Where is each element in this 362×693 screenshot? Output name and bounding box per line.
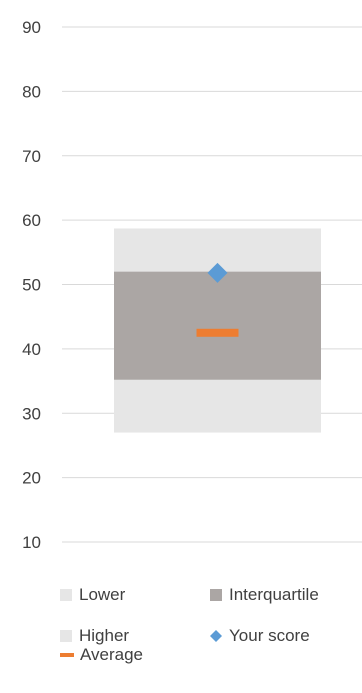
y-axis-tick-labels: 10 20 30 40 50 60 70 80 90 — [22, 18, 41, 552]
y-tick-label-20: 20 — [22, 469, 41, 488]
y-tick-label-90: 90 — [22, 18, 41, 37]
your-score-marker — [207, 262, 228, 283]
legend-item-lower: Lower — [60, 585, 125, 605]
legend-label-average: Average — [80, 645, 144, 664]
average-marker — [196, 328, 239, 337]
legend-label-lower: Lower — [79, 585, 126, 604]
legend-swatch-higher — [60, 630, 72, 642]
legend-swatch-lower — [60, 589, 72, 601]
legend-item-higher: Higher — [60, 626, 129, 646]
legend-item-interquartile: Interquartile — [210, 585, 319, 605]
legend-item-average: Average — [60, 645, 143, 665]
y-tick-label-80: 80 — [22, 82, 41, 101]
score-markers — [196, 262, 239, 337]
y-tick-label-70: 70 — [22, 147, 41, 166]
band-lower — [114, 379, 321, 433]
legend-label-interquartile: Interquartile — [229, 585, 319, 604]
legend-swatch-average — [60, 653, 74, 657]
y-tick-label-30: 30 — [22, 404, 41, 423]
legend-item-your-score: Your score — [210, 626, 310, 646]
legend-label-your-score: Your score — [229, 626, 310, 645]
y-tick-label-40: 40 — [22, 340, 41, 359]
box-chart: 10 20 30 40 50 60 70 80 90 — [22, 18, 362, 552]
diamond-icon — [210, 630, 222, 642]
y-tick-label-10: 10 — [22, 533, 41, 552]
y-tick-label-60: 60 — [22, 211, 41, 230]
y-tick-label-50: 50 — [22, 276, 41, 295]
legend-swatch-interquartile — [210, 589, 222, 601]
band-interquartile — [114, 271, 321, 380]
legend-label-higher: Higher — [79, 626, 130, 645]
chart-legend: Lower Interquartile Higher Your score Av… — [0, 575, 362, 693]
